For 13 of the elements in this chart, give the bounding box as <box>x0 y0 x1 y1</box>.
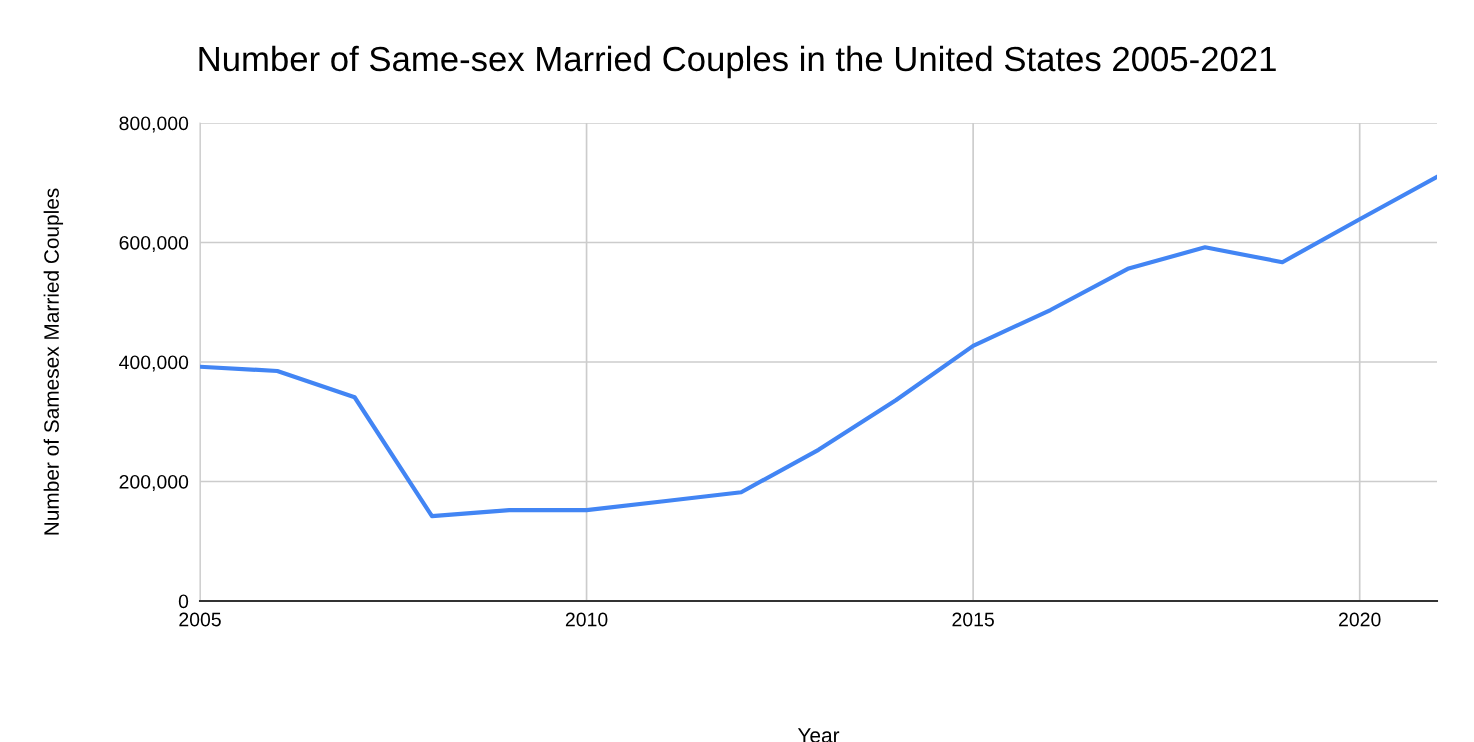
x-tick-label: 2015 <box>952 612 994 627</box>
x-tick-label: 2020 <box>1339 612 1381 627</box>
x-tick-label: 2010 <box>565 612 608 627</box>
y-tick-label: 0 <box>178 594 189 609</box>
x-axis-title: Year <box>797 728 840 742</box>
y-axis-title: Number of Samesex Married Couples <box>43 188 64 535</box>
y-tick-label: 400,000 <box>119 355 189 372</box>
y-tick-label: 800,000 <box>119 116 189 133</box>
line-series <box>200 174 1437 519</box>
x-tick-label: 2005 <box>179 612 221 627</box>
chart-title: Number of Same-sex Married Couples in the United States 2005-2021 <box>199 45 1276 79</box>
y-tick-label: 200,000 <box>119 474 189 492</box>
y-tick-label: 600,000 <box>119 235 189 253</box>
